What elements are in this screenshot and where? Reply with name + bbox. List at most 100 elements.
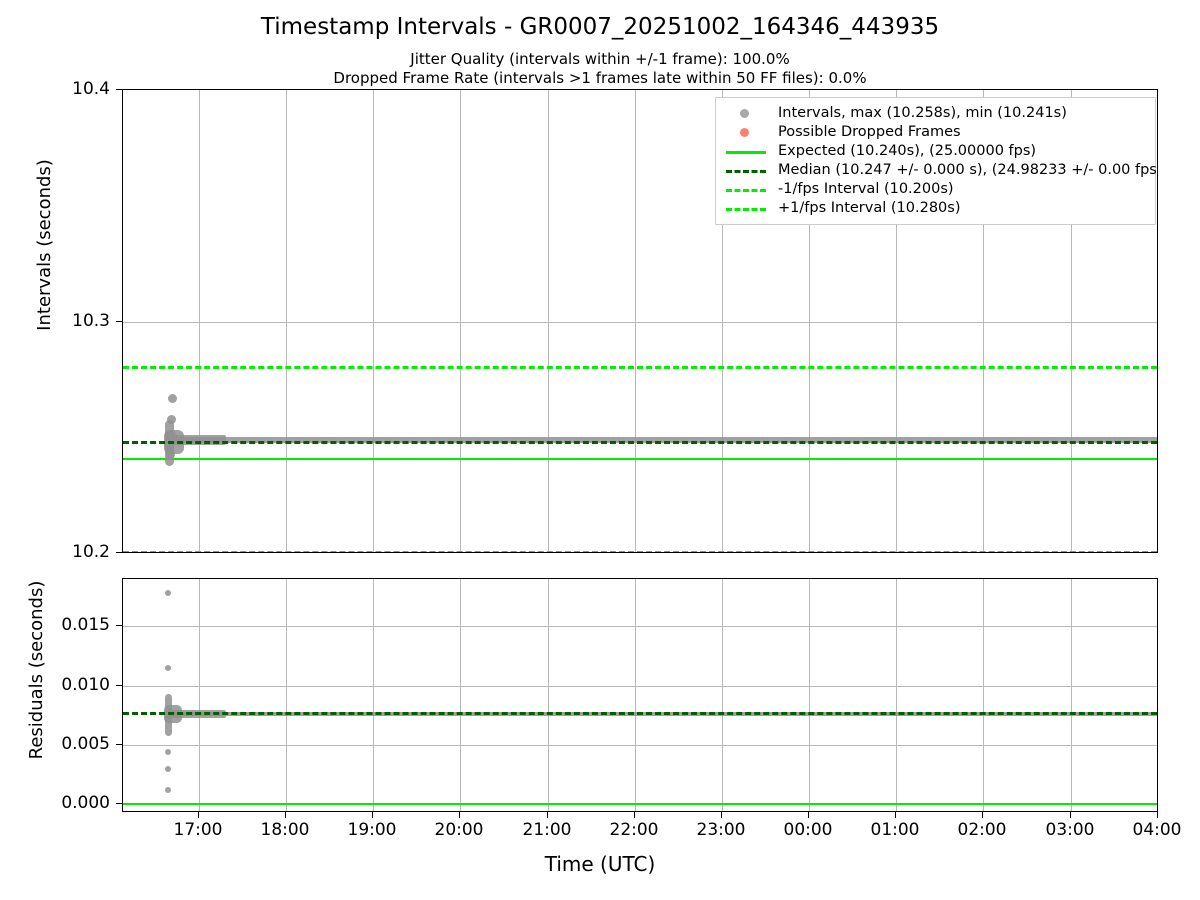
legend-label: Possible Dropped Frames <box>778 124 961 140</box>
gridline-vertical <box>809 90 810 552</box>
y-tick-residuals <box>116 625 122 627</box>
legend-marker-red-dot-icon <box>724 123 768 142</box>
x-tick <box>459 812 461 818</box>
median-interval-line <box>123 441 1157 444</box>
gridline-vertical <box>809 579 810 811</box>
data-point <box>168 394 177 403</box>
y-tick-intervals <box>116 552 122 554</box>
chart-title: Timestamp Intervals - GR0007_20251002_16… <box>260 14 940 40</box>
y-tick-intervals <box>116 321 122 323</box>
legend-marker-dashed-green-line-icon <box>724 180 768 199</box>
legend-marker-dashed-green-line-icon <box>724 199 768 218</box>
expected-interval-line <box>123 458 1157 460</box>
y-ticklabel-residuals: 0.010 <box>61 675 110 695</box>
legend-label: -1/fps Interval (10.200s) <box>778 181 954 197</box>
x-axis-label: Time (UTC) <box>544 852 656 876</box>
legend-label: Median (10.247 +/- 0.000 s), (24.98233 +… <box>778 162 1158 178</box>
gridline-vertical <box>722 579 723 811</box>
gridline-horizontal <box>123 745 1157 746</box>
zero-residual-line <box>123 803 1157 805</box>
gridline-vertical <box>722 90 723 552</box>
data-point <box>167 430 176 439</box>
gridline-vertical <box>635 579 636 811</box>
gridline-vertical <box>373 90 374 552</box>
y-ticklabel-intervals: 10.2 <box>72 542 110 562</box>
chart-subtitle-dropped-frame-rate: Dropped Frame Rate (intervals >1 frames … <box>333 69 867 87</box>
intervals-dense-band <box>166 435 226 445</box>
gridline-vertical <box>199 90 200 552</box>
legend-item-dropped-frames: Possible Dropped Frames <box>724 123 1147 142</box>
gridline-vertical <box>983 90 984 552</box>
x-ticklabel: 02:00 <box>957 820 1007 840</box>
data-point <box>165 665 171 671</box>
gridline-vertical <box>460 90 461 552</box>
residuals-plot-area <box>122 578 1158 812</box>
data-point <box>167 415 176 424</box>
legend-marker-gray-dot-icon <box>724 104 768 123</box>
legend-item-plus-one-fps: +1/fps Interval (10.280s) <box>724 199 1147 218</box>
gridline-vertical <box>373 579 374 811</box>
gridline-vertical <box>896 90 897 552</box>
gridline-horizontal <box>123 626 1157 627</box>
x-tick <box>721 812 723 818</box>
chart-legend: Intervals, max (10.258s), min (10.241s) … <box>715 97 1157 225</box>
y-tick-residuals <box>116 803 122 805</box>
x-ticklabel: 03:00 <box>1045 820 1095 840</box>
x-tick <box>285 812 287 818</box>
x-tick <box>1157 812 1159 818</box>
x-tick <box>547 812 549 818</box>
residuals-dense-band <box>165 694 172 736</box>
x-tick <box>808 812 810 818</box>
y-ticklabel-residuals: 0.005 <box>61 734 110 754</box>
intervals-plot-area: Intervals, max (10.258s), min (10.241s) … <box>122 89 1158 553</box>
x-ticklabel: 22:00 <box>609 820 659 840</box>
x-ticklabel: 04:00 <box>1132 820 1182 840</box>
median-residual-line <box>123 712 1157 715</box>
chart-subtitle-jitter-quality: Jitter Quality (intervals within +/-1 fr… <box>410 50 790 68</box>
gridline-vertical <box>983 579 984 811</box>
y-tick-residuals <box>116 685 122 687</box>
gridline-vertical <box>896 579 897 811</box>
gridline-vertical <box>286 90 287 552</box>
x-tick <box>198 812 200 818</box>
gridline-vertical <box>286 579 287 811</box>
y-ticklabel-residuals: 0.015 <box>61 615 110 635</box>
data-point <box>165 766 171 772</box>
y-tick-intervals <box>116 89 122 91</box>
gridline-vertical <box>199 579 200 811</box>
y-ticklabel-residuals: 0.000 <box>61 793 110 813</box>
x-ticklabel: 01:00 <box>870 820 920 840</box>
data-point <box>166 450 175 459</box>
legend-marker-dashed-darkgreen-line-icon <box>724 161 768 180</box>
x-ticklabel: 19:00 <box>347 820 397 840</box>
legend-item-intervals: Intervals, max (10.258s), min (10.241s) <box>724 104 1147 123</box>
legend-marker-solid-green-line-icon <box>724 142 768 161</box>
data-point <box>165 787 171 793</box>
y-tick-residuals <box>116 744 122 746</box>
y-ticklabel-intervals: 10.3 <box>72 311 110 331</box>
intervals-dense-band <box>170 437 1157 443</box>
gridline-vertical <box>1071 579 1072 811</box>
x-ticklabel: 17:00 <box>173 820 223 840</box>
gridline-horizontal <box>123 322 1157 323</box>
legend-item-expected: Expected (10.240s), (25.00000 fps) <box>724 142 1147 161</box>
gridline-horizontal <box>123 686 1157 687</box>
x-tick <box>372 812 374 818</box>
gridline-vertical <box>548 90 549 552</box>
x-ticklabel: 21:00 <box>522 820 572 840</box>
legend-item-minus-one-fps: -1/fps Interval (10.200s) <box>724 180 1147 199</box>
gridline-vertical <box>635 90 636 552</box>
data-point <box>165 590 171 596</box>
x-ticklabel: 00:00 <box>783 820 833 840</box>
data-point <box>165 442 174 451</box>
y-ticklabel-intervals: 10.4 <box>72 79 110 99</box>
gridline-vertical <box>1071 90 1072 552</box>
legend-item-median: Median (10.247 +/- 0.000 s), (24.98233 +… <box>724 161 1157 180</box>
minus-one-fps-interval-line <box>123 551 1157 552</box>
y-axis-label-residuals: Residuals (seconds) <box>26 580 47 760</box>
legend-label: +1/fps Interval (10.280s) <box>778 200 961 216</box>
plus-one-fps-interval-line <box>123 366 1157 369</box>
y-axis-label-intervals: Intervals (seconds) <box>34 159 55 331</box>
legend-label: Expected (10.240s), (25.00000 fps) <box>778 143 1037 159</box>
